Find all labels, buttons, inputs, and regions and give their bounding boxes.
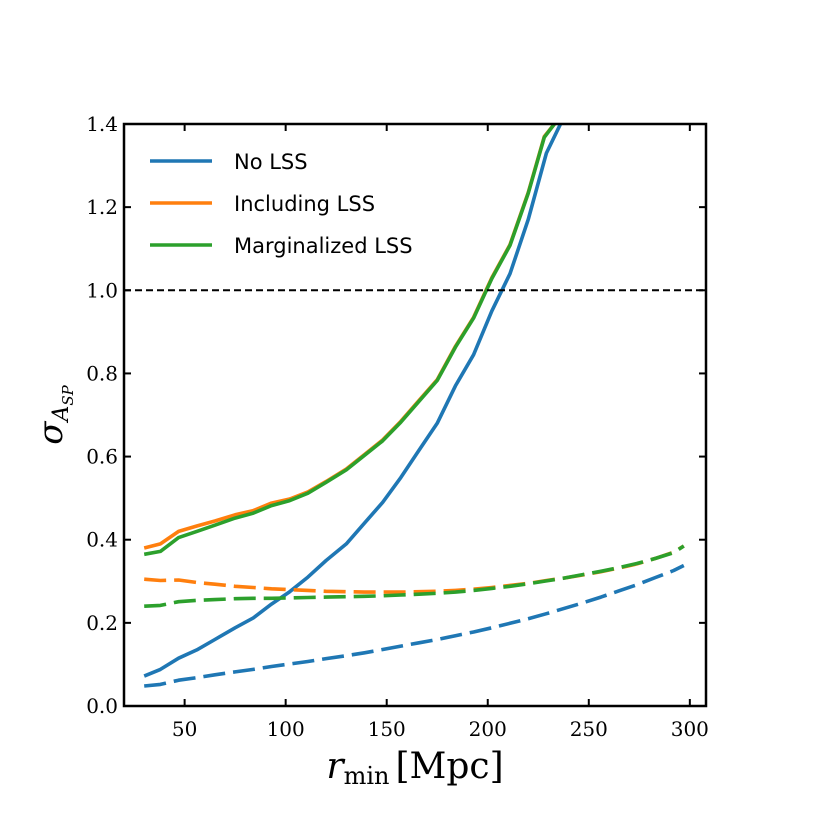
y-tick-label: 1.4 [86,112,118,136]
legend-label: Marginalized LSS [234,234,413,258]
y-axis-label: σASP [31,384,77,444]
series-line-0-solid [143,124,563,678]
plot-frame [122,122,708,708]
y-tick-label: 0.6 [86,445,118,469]
x-tick-label: 150 [368,717,406,741]
y-tick-label: 1.0 [86,278,118,302]
series-line-1-solid [143,124,556,550]
x-tick-label: 100 [267,717,305,741]
y-tick-label: 0.0 [86,694,118,718]
series-lines [143,124,685,688]
y-tick-label: 0.2 [86,611,118,635]
y-tick-label: 0.4 [86,528,118,552]
x-tick-label: 300 [671,717,709,741]
x-tick-label: 50 [172,717,197,741]
series-line-3-dashed [144,563,685,688]
x-tick-label: 200 [469,717,507,741]
series-line-5-dashed [144,544,685,608]
y-tick-label: 1.2 [86,195,118,219]
legend: No LSS Including LSS Marginalized LSS [150,150,413,258]
x-tick-label: 250 [570,717,608,741]
series-line-2-solid [143,124,556,557]
series-line-4-dashed [144,544,685,594]
y-tick-label: 0.8 [86,361,118,385]
legend-label: Including LSS [234,192,375,216]
x-axis-label: rmin [Mpc] [326,746,503,790]
axis-ticks: 50 100 150 200 250 300 0.0 0.2 0.4 0.6 0.8 1.0 1.2 1.… [86,112,709,741]
legend-label: No LSS [234,150,308,174]
